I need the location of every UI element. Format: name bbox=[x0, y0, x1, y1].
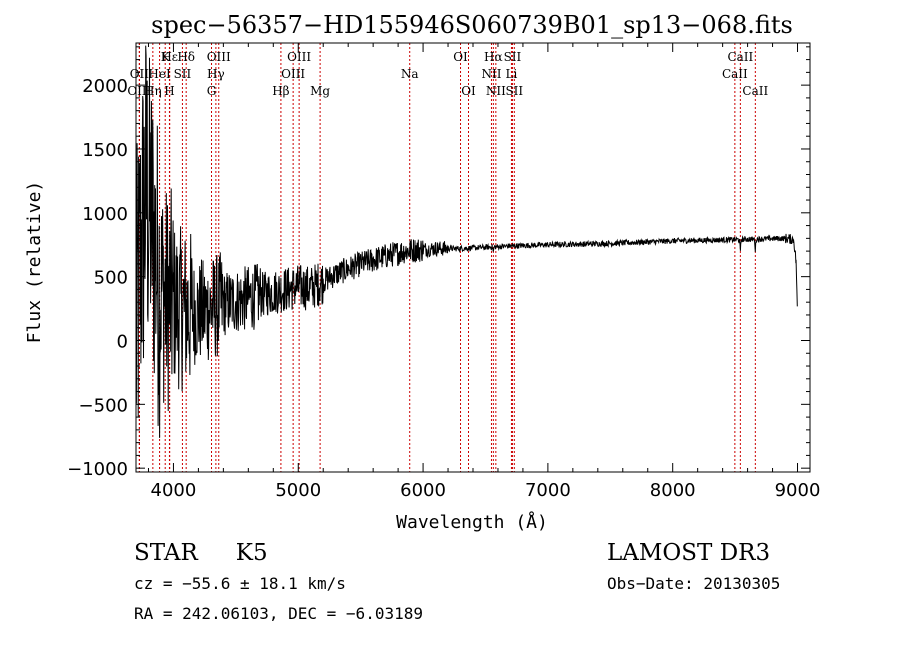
line-label: OII bbox=[130, 67, 150, 81]
y-tick-label: 0 bbox=[117, 331, 128, 352]
x-tick-label: 8000 bbox=[650, 480, 696, 501]
line-label: SII bbox=[505, 84, 523, 98]
x-tick-label: 5000 bbox=[275, 480, 321, 501]
line-label: Hα bbox=[484, 50, 503, 64]
line-label: OIII bbox=[281, 67, 305, 81]
line-label: HeI bbox=[148, 67, 171, 81]
y-tick-label: 2000 bbox=[82, 76, 128, 97]
spectrum-line bbox=[135, 45, 798, 438]
line-label: OIII bbox=[127, 84, 151, 98]
line-label: K bbox=[161, 50, 171, 64]
line-label: Hγ bbox=[207, 67, 225, 81]
x-axis: 4000 5000 6000 7000 8000 9000 bbox=[147, 43, 821, 501]
y-axis-label: Flux (relative) bbox=[24, 181, 45, 344]
subclass-label: K5 bbox=[235, 540, 268, 566]
x-tick-label: 6000 bbox=[400, 480, 446, 501]
line-label: CaII bbox=[722, 67, 748, 81]
chart-title: spec−56357−HD155946S060739B01_sp13−068.f… bbox=[151, 11, 793, 39]
line-label: Na bbox=[401, 67, 419, 81]
line-label: G bbox=[207, 84, 217, 98]
coordinates: RA = 242.06103, DEC = −6.03189 bbox=[134, 604, 423, 623]
x-tick-label: 4000 bbox=[151, 480, 197, 501]
x-axis-label: Wavelength (Å) bbox=[396, 511, 548, 533]
line-label: CaII bbox=[727, 50, 753, 64]
line-label: OIII bbox=[287, 50, 311, 64]
line-label: CaII bbox=[742, 84, 768, 98]
line-label: Hβ bbox=[272, 84, 289, 98]
line-markers bbox=[138, 43, 756, 472]
spectrum-series bbox=[135, 45, 798, 438]
x-tick-label: 9000 bbox=[775, 480, 821, 501]
class-label: STAR bbox=[134, 540, 198, 566]
line-label: SII bbox=[504, 50, 522, 64]
line-label: Hε bbox=[161, 50, 178, 64]
y-tick-label: 1000 bbox=[82, 204, 128, 225]
line-label: Mg bbox=[310, 84, 330, 98]
line-label: OI bbox=[461, 84, 476, 98]
y-tick-label: 500 bbox=[94, 268, 128, 289]
y-tick-label: −500 bbox=[79, 395, 128, 416]
line-label: OIII bbox=[207, 50, 231, 64]
line-label: OI bbox=[453, 50, 468, 64]
line-label: H bbox=[164, 84, 174, 98]
line-label: SII bbox=[174, 67, 192, 81]
line-label: NII bbox=[486, 84, 506, 98]
y-tick-label: 1500 bbox=[82, 140, 128, 161]
object-class: STAR K5 bbox=[134, 540, 268, 566]
redshift-value: cz = −55.6 ± 18.1 km/s bbox=[134, 574, 346, 593]
line-label: NII bbox=[481, 67, 501, 81]
y-tick-label: −1000 bbox=[67, 459, 128, 480]
obs-date: Obs−Date: 20130305 bbox=[607, 574, 781, 593]
plot-frame bbox=[135, 42, 811, 473]
y-axis: −1000 −500 0 500 1000 1500 2000 bbox=[67, 46, 810, 480]
line-label: Li bbox=[506, 67, 518, 81]
survey-label: LAMOST DR3 bbox=[607, 540, 771, 566]
line-label: Hη bbox=[144, 84, 162, 98]
line-label: Hδ bbox=[177, 50, 195, 64]
x-tick-label: 7000 bbox=[525, 480, 571, 501]
